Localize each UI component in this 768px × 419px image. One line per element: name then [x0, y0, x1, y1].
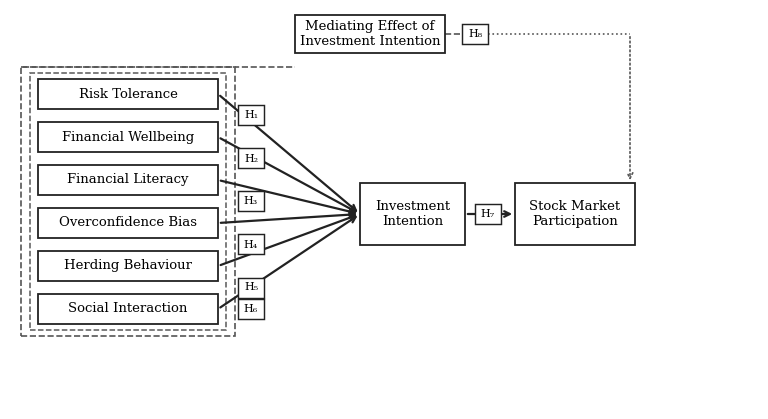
Bar [38, 294, 218, 324]
Text: H₈: H₈ [468, 29, 482, 39]
Text: Investment
Intention: Investment Intention [375, 200, 450, 228]
Bar [515, 183, 635, 245]
Text: Risk Tolerance: Risk Tolerance [78, 88, 177, 101]
Bar [38, 251, 218, 281]
Bar [38, 208, 218, 238]
Text: H₆: H₆ [244, 304, 258, 314]
Bar [238, 106, 264, 126]
Text: H₂: H₂ [244, 153, 258, 163]
Bar [238, 148, 264, 168]
Bar [21, 67, 235, 336]
Text: H₄: H₄ [244, 240, 258, 249]
Bar [238, 235, 264, 254]
Text: H₇: H₇ [481, 209, 495, 219]
Bar [30, 73, 226, 330]
Bar [462, 24, 488, 44]
Bar [475, 204, 501, 224]
Text: Social Interaction: Social Interaction [68, 303, 187, 316]
Text: H₁: H₁ [244, 111, 258, 121]
Bar [360, 183, 465, 245]
Bar [38, 79, 218, 109]
Bar [238, 299, 264, 319]
Text: Herding Behaviour: Herding Behaviour [64, 259, 192, 272]
Bar [238, 191, 264, 212]
Bar [238, 277, 264, 297]
Text: Financial Wellbeing: Financial Wellbeing [62, 130, 194, 143]
Bar [295, 15, 445, 53]
Text: Stock Market
Participation: Stock Market Participation [529, 200, 621, 228]
Bar [38, 122, 218, 152]
Bar [38, 165, 218, 195]
Text: Overconfidence Bias: Overconfidence Bias [59, 217, 197, 230]
Text: Mediating Effect of
Investment Intention: Mediating Effect of Investment Intention [300, 20, 440, 48]
Text: H₅: H₅ [244, 282, 258, 292]
Text: H₃: H₃ [244, 197, 258, 207]
Text: Financial Literacy: Financial Literacy [68, 173, 189, 186]
